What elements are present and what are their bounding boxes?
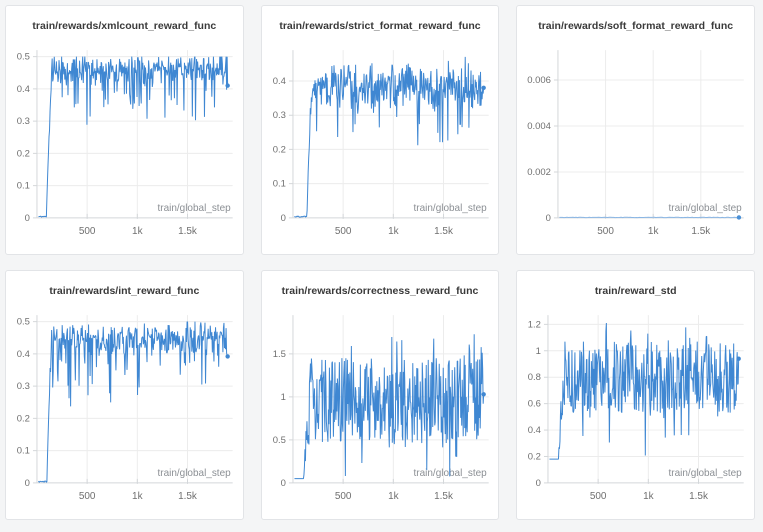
svg-text:0.5: 0.5	[272, 435, 285, 446]
line-chart[interactable]: 0 0.1 0.2 0.3 0.4 500 1k 1.5k train/global_step	[262, 42, 499, 254]
svg-text:0.4: 0.4	[272, 76, 285, 87]
svg-text:1.5k: 1.5k	[434, 226, 453, 237]
svg-text:0: 0	[25, 478, 30, 489]
line-chart[interactable]: 0 0.5 1 1.5 500 1k 1.5k train/global_step	[262, 307, 499, 519]
svg-text:train/global_step: train/global_step	[669, 468, 743, 479]
svg-text:500: 500	[334, 226, 351, 237]
svg-text:1k: 1k	[388, 491, 399, 502]
svg-text:0.002: 0.002	[528, 167, 552, 178]
svg-text:1k: 1k	[648, 226, 659, 237]
svg-text:0.8: 0.8	[528, 372, 541, 383]
svg-text:1.5k: 1.5k	[692, 226, 711, 237]
svg-text:0.2: 0.2	[272, 144, 285, 155]
svg-text:train/global_step: train/global_step	[669, 203, 743, 214]
chart-panel-xmlcount-reward[interactable]: train/rewards/xmlcount_reward_func 0 0.1 0…	[5, 5, 244, 255]
svg-text:0: 0	[25, 213, 30, 224]
svg-text:0.4: 0.4	[17, 84, 30, 95]
svg-text:0.6: 0.6	[528, 399, 541, 410]
svg-text:train/global_step: train/global_step	[413, 203, 487, 214]
svg-text:0: 0	[536, 478, 541, 489]
svg-text:1.5k: 1.5k	[689, 491, 708, 502]
svg-text:1.5k: 1.5k	[178, 491, 197, 502]
svg-text:1.5k: 1.5k	[434, 491, 453, 502]
svg-text:0.3: 0.3	[272, 110, 285, 121]
svg-text:0: 0	[280, 213, 285, 224]
svg-text:0.1: 0.1	[17, 446, 30, 457]
svg-text:0.4: 0.4	[528, 425, 541, 436]
svg-text:0.3: 0.3	[17, 116, 30, 127]
chart-title: train/rewards/int_reward_func	[49, 285, 200, 297]
svg-text:0.5: 0.5	[17, 52, 30, 63]
chart-panel-int-reward[interactable]: train/rewards/int_reward_func 0 0.1 0.2 0.3…	[5, 270, 244, 520]
svg-text:1k: 1k	[643, 491, 654, 502]
svg-text:train/global_step: train/global_step	[158, 203, 232, 214]
svg-text:0.1: 0.1	[17, 181, 30, 192]
svg-text:0.2: 0.2	[17, 413, 30, 424]
line-chart[interactable]: 0 0.1 0.2 0.3 0.4 0.5 500 1k 1.5k train/global_st…	[6, 42, 243, 254]
svg-text:1k: 1k	[388, 226, 399, 237]
svg-text:1.2: 1.2	[528, 319, 541, 330]
line-chart[interactable]: 0 0.1 0.2 0.3 0.4 0.5 500 1k 1.5k train/global_st…	[6, 307, 243, 519]
svg-text:0.5: 0.5	[17, 317, 30, 328]
svg-text:0: 0	[546, 213, 551, 224]
svg-text:1k: 1k	[132, 491, 143, 502]
svg-text:500: 500	[590, 491, 607, 502]
svg-text:train/global_step: train/global_step	[158, 468, 232, 479]
svg-text:0.006: 0.006	[528, 75, 552, 86]
line-chart[interactable]: 0 0.2 0.4 0.6 0.8 1 1.2 500 1k 1.5k train/global_s…	[517, 307, 754, 519]
svg-text:0.2: 0.2	[528, 451, 541, 462]
svg-text:1: 1	[536, 346, 541, 357]
svg-text:500: 500	[334, 491, 351, 502]
svg-text:0.3: 0.3	[17, 381, 30, 392]
line-chart[interactable]: 0 0.002 0.004 0.006 500 1k 1.5k train/global_st…	[517, 42, 754, 254]
svg-text:0.2: 0.2	[17, 148, 30, 159]
svg-text:0: 0	[280, 478, 285, 489]
svg-text:500: 500	[598, 226, 615, 237]
chart-title: train/reward_std	[594, 285, 677, 297]
svg-text:0.004: 0.004	[528, 121, 552, 132]
svg-text:1: 1	[280, 392, 285, 403]
svg-text:0.4: 0.4	[17, 349, 30, 360]
chart-panel-strict-format-reward[interactable]: train/rewards/strict_format_reward_func …	[260, 5, 500, 255]
chart-title: train/rewards/xmlcount_reward_func	[32, 20, 217, 32]
chart-title: train/rewards/soft_format_reward_func	[538, 20, 734, 32]
svg-text:1.5: 1.5	[272, 349, 285, 360]
chart-panel-reward-std[interactable]: train/reward_std 0 0.2 0.4 0.6 0.8 1 1.2 500 1k 1…	[516, 270, 755, 520]
svg-text:500: 500	[79, 491, 96, 502]
chart-title: train/rewards/strict_format_reward_func	[279, 20, 481, 32]
svg-text:0.1: 0.1	[272, 179, 285, 190]
svg-text:1k: 1k	[132, 226, 143, 237]
svg-text:500: 500	[79, 226, 96, 237]
svg-text:train/global_step: train/global_step	[413, 468, 487, 479]
chart-title: train/rewards/correctness_reward_func	[281, 285, 479, 297]
svg-text:1.5k: 1.5k	[178, 226, 197, 237]
